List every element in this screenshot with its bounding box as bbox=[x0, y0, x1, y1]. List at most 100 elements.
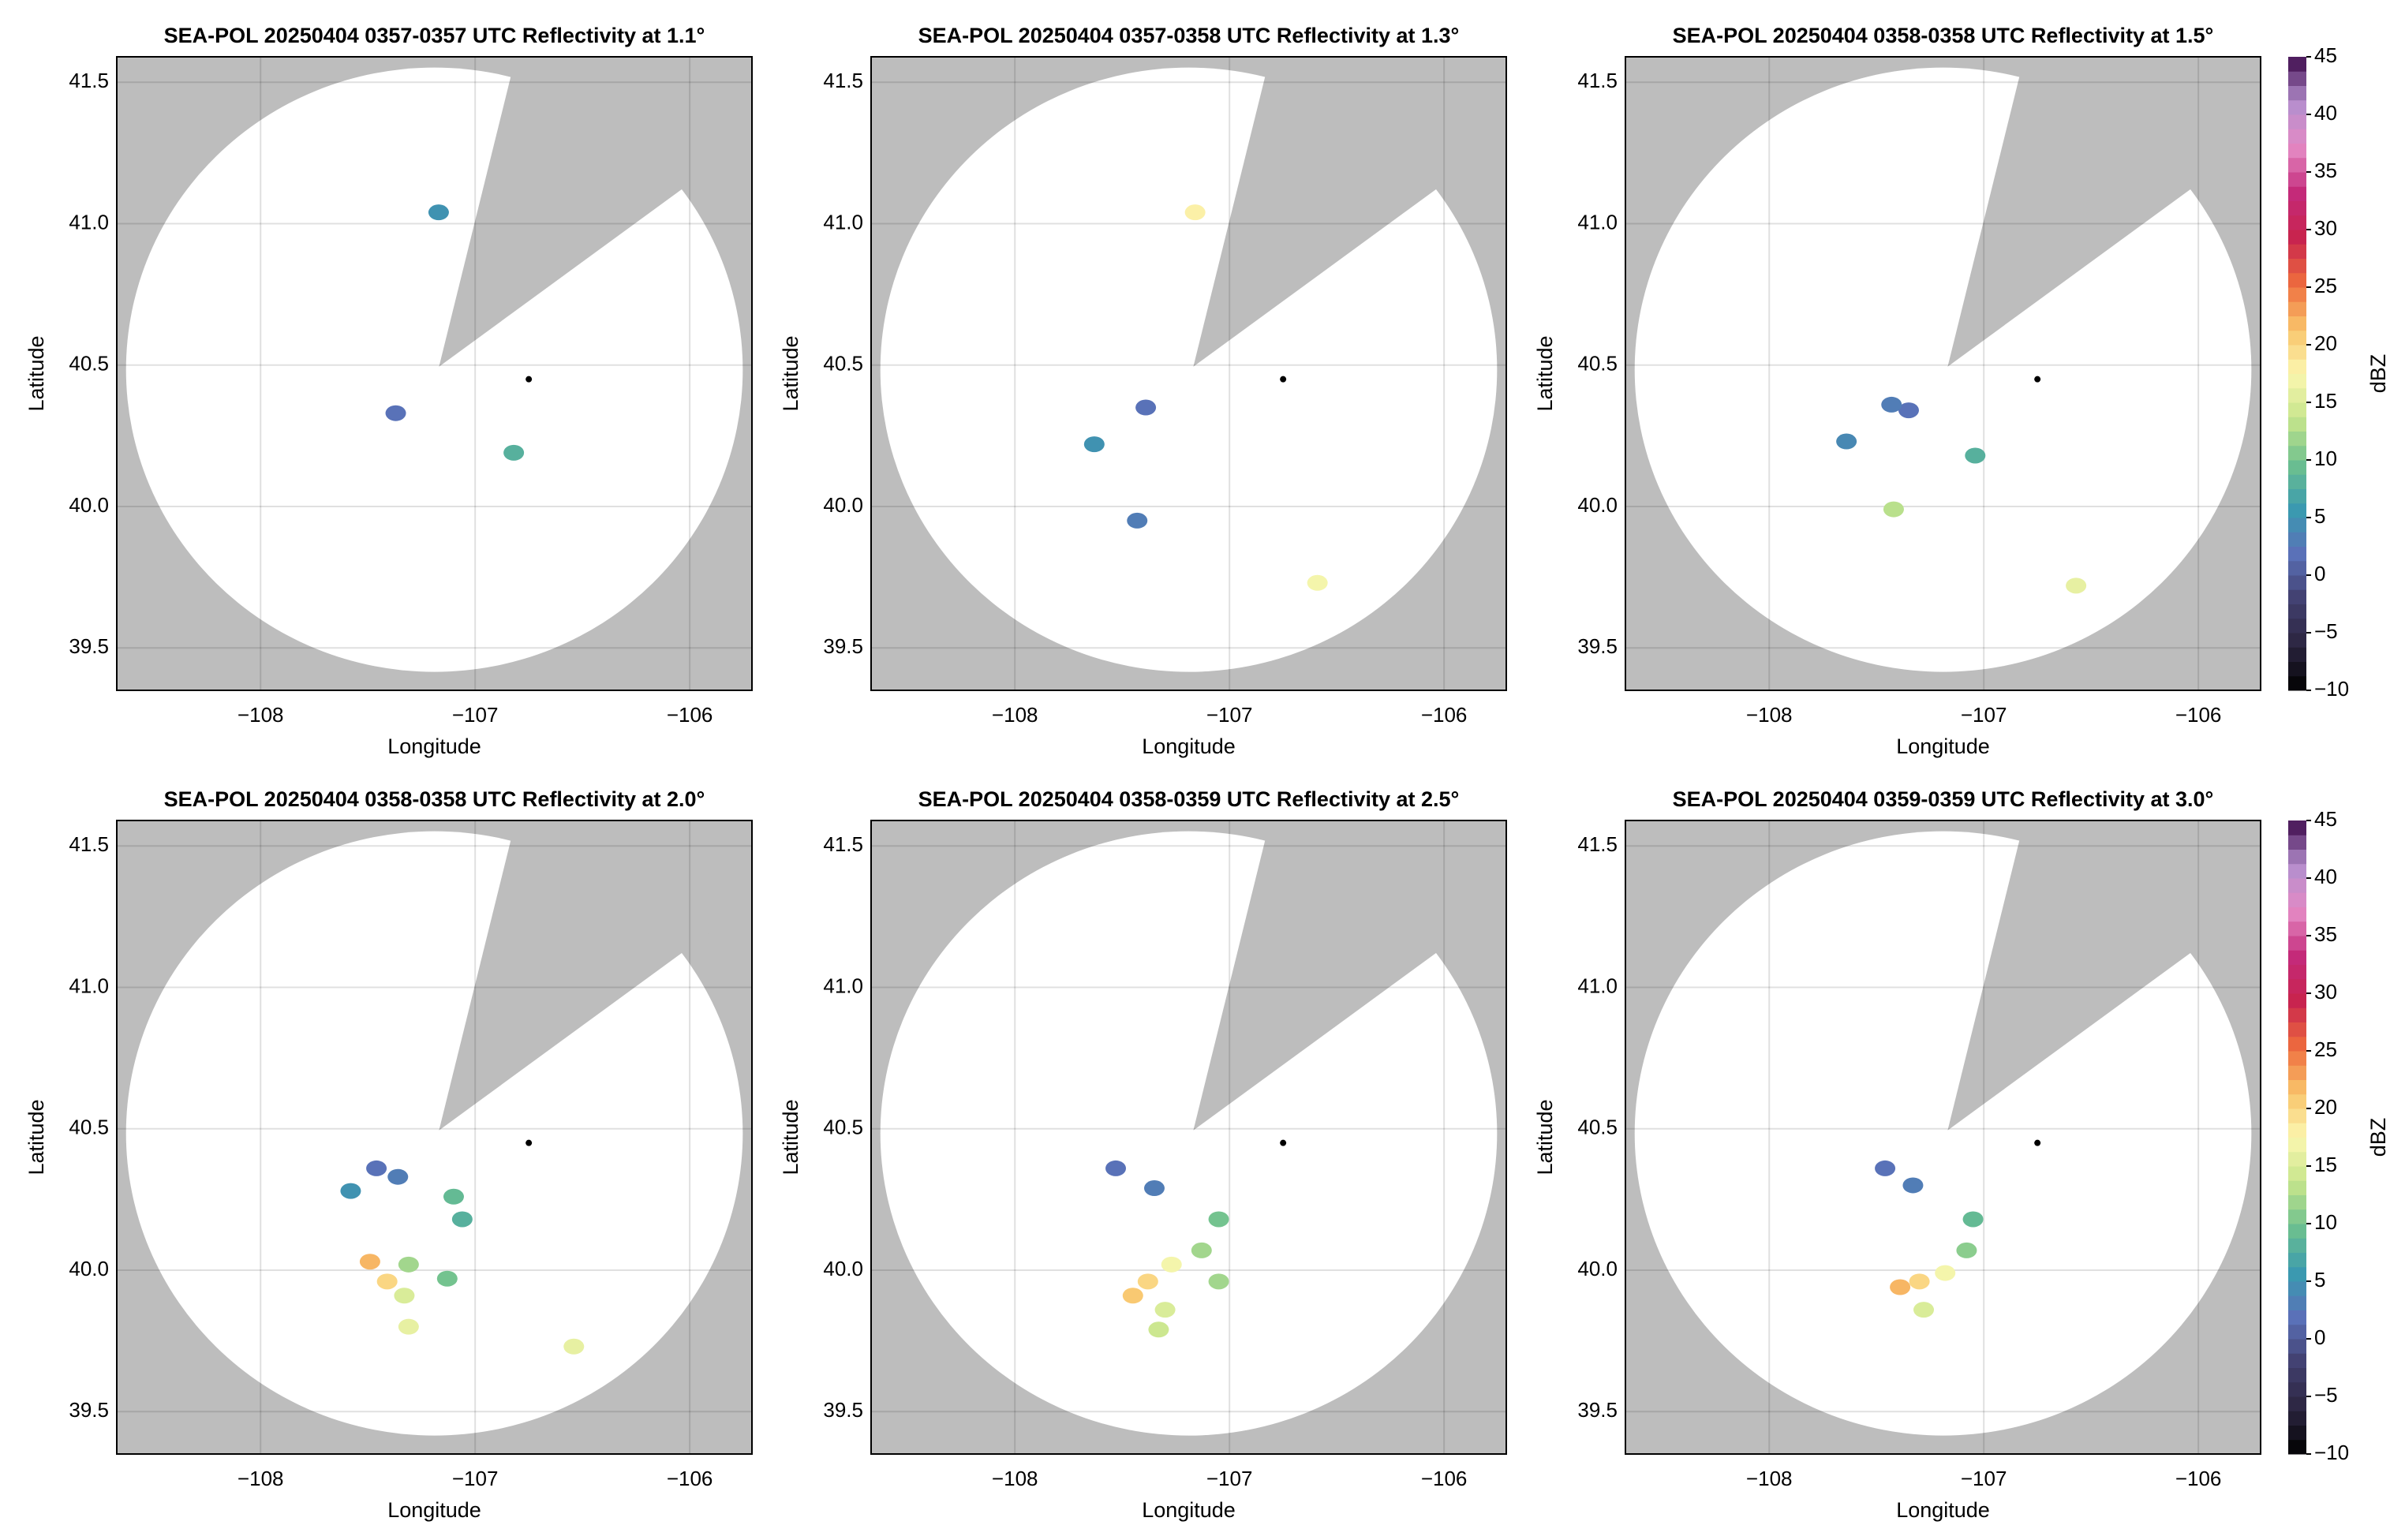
colorbar-tick-label: −5 bbox=[2314, 619, 2338, 643]
colorbar-segment bbox=[2288, 618, 2306, 634]
y-tick-label: 41.0 bbox=[823, 974, 863, 997]
colorbar-tick-label: −5 bbox=[2314, 1383, 2338, 1407]
colorbar-label: dBZ bbox=[2366, 354, 2390, 394]
colorbar-segment bbox=[2288, 417, 2306, 432]
y-tick-label: 41.5 bbox=[1577, 832, 1618, 856]
colorbar-tick-label: 5 bbox=[2314, 1268, 2325, 1291]
plot-frame bbox=[1625, 56, 2261, 691]
y-tick-label: 40.5 bbox=[1577, 352, 1618, 376]
echo bbox=[398, 1256, 419, 1273]
echo bbox=[1208, 1211, 1229, 1228]
colorbar-segment bbox=[2288, 387, 2306, 403]
radar-location bbox=[526, 1139, 533, 1146]
x-tick-label: −106 bbox=[667, 703, 713, 727]
colorbar-tick-label: 5 bbox=[2314, 504, 2325, 528]
echo bbox=[387, 1168, 409, 1185]
y-tick-label: 40.0 bbox=[69, 1257, 109, 1280]
colorbar-segment bbox=[2288, 1051, 2306, 1066]
y-tick-label: 40.0 bbox=[823, 493, 863, 517]
colorbar-segment bbox=[2288, 906, 2306, 922]
colorbar-segment bbox=[2288, 964, 2306, 980]
colorbar-segment bbox=[2288, 99, 2306, 115]
blocked-sector bbox=[1947, 57, 2261, 367]
radar-location bbox=[526, 376, 533, 383]
blocked-sector bbox=[439, 57, 752, 367]
y-tick-label: 41.0 bbox=[69, 974, 109, 997]
y-tick-label: 39.5 bbox=[823, 634, 863, 658]
plot-frame bbox=[870, 820, 1507, 1455]
x-tick-label: −108 bbox=[992, 703, 1038, 727]
x-tick-label: −106 bbox=[2175, 703, 2222, 727]
echo bbox=[1137, 1273, 1158, 1290]
colorbar-tick-label: 10 bbox=[2314, 447, 2337, 470]
colorbar-segment bbox=[2288, 589, 2306, 604]
colorbar-segment bbox=[2288, 575, 2306, 590]
colorbar-segment bbox=[2288, 157, 2306, 173]
x-tick-label: −107 bbox=[1961, 1467, 2007, 1490]
colorbar-tick-label: 35 bbox=[2314, 159, 2337, 182]
colorbar-segment bbox=[2288, 1339, 2306, 1354]
colorbar-segment bbox=[2288, 892, 2306, 907]
colorbar-tick-label: 0 bbox=[2314, 1325, 2325, 1349]
plot-area bbox=[871, 820, 1506, 1454]
colorbar-segment bbox=[2288, 330, 2306, 346]
colorbar-segment bbox=[2288, 546, 2306, 562]
y-tick-label: 40.5 bbox=[69, 1116, 109, 1139]
echo bbox=[1083, 436, 1105, 453]
echo bbox=[1208, 1273, 1229, 1290]
panel: SEA-POL 20250404 0358-0358 UTC Reflectiv… bbox=[24, 787, 753, 1522]
colorbar-segment bbox=[2288, 503, 2306, 518]
y-tick-label: 40.0 bbox=[69, 493, 109, 517]
colorbar-label: dBZ bbox=[2366, 1118, 2390, 1157]
plot-frame bbox=[116, 56, 753, 691]
colorbar-segment bbox=[2288, 1310, 2306, 1325]
x-tick-label: −107 bbox=[452, 1467, 499, 1490]
colorbar-segment bbox=[2288, 1295, 2306, 1310]
plot-area bbox=[1625, 57, 2261, 690]
panel: SEA-POL 20250404 0357-0358 UTC Reflectiv… bbox=[779, 24, 1507, 758]
x-tick-label: −108 bbox=[1746, 1467, 1793, 1490]
colorbar-segment bbox=[2288, 950, 2306, 965]
y-tick-label: 40.0 bbox=[1577, 1257, 1618, 1280]
y-axis-label: Latitude bbox=[779, 1099, 802, 1175]
plot-frame bbox=[1625, 820, 2261, 1455]
colorbar-segment bbox=[2288, 849, 2306, 865]
y-tick-label: 39.5 bbox=[1577, 634, 1618, 658]
echo bbox=[376, 1273, 398, 1290]
y-tick-label: 41.5 bbox=[823, 832, 863, 856]
colorbar-segment bbox=[2288, 532, 2306, 547]
colorbar-segment bbox=[2288, 1209, 2306, 1224]
colorbar-tick-label: 10 bbox=[2314, 1210, 2337, 1234]
panel-title: SEA-POL 20250404 0357-0357 UTC Reflectiv… bbox=[164, 24, 705, 47]
colorbar-segment bbox=[2288, 1093, 2306, 1109]
colorbar-tick-label: 30 bbox=[2314, 216, 2337, 240]
colorbar-segment bbox=[2288, 172, 2306, 187]
colorbar-segment bbox=[2288, 1266, 2306, 1282]
x-tick-label: −106 bbox=[667, 1467, 713, 1490]
plot-area bbox=[117, 57, 752, 690]
x-axis-label: Longitude bbox=[1896, 734, 1990, 758]
colorbar-tick-label: 0 bbox=[2314, 562, 2325, 585]
colorbar-segment bbox=[2288, 1166, 2306, 1181]
blocked-sector bbox=[1193, 57, 1506, 367]
colorbar-segment bbox=[2288, 1123, 2306, 1138]
colorbar-segment bbox=[2288, 445, 2306, 461]
colorbar-segment bbox=[2288, 1224, 2306, 1239]
echo bbox=[1965, 447, 1986, 464]
radar-location bbox=[2034, 1139, 2041, 1146]
plot-frame bbox=[870, 56, 1507, 691]
echo bbox=[428, 204, 449, 221]
colorbar-segment bbox=[2288, 978, 2306, 994]
plot-area bbox=[1625, 820, 2261, 1454]
y-tick-label: 39.5 bbox=[69, 1398, 109, 1422]
y-tick-label: 41.5 bbox=[69, 832, 109, 856]
colorbar-segment bbox=[2288, 359, 2306, 374]
echo bbox=[1836, 433, 1857, 450]
colorbar-segment bbox=[2288, 936, 2306, 951]
radar-location bbox=[2034, 376, 2041, 383]
y-tick-label: 41.0 bbox=[69, 210, 109, 234]
colorbar-segment bbox=[2288, 1194, 2306, 1210]
y-tick-label: 39.5 bbox=[1577, 1398, 1618, 1422]
colorbar-segment bbox=[2288, 186, 2306, 201]
colorbar-tick-label: 40 bbox=[2314, 101, 2337, 125]
